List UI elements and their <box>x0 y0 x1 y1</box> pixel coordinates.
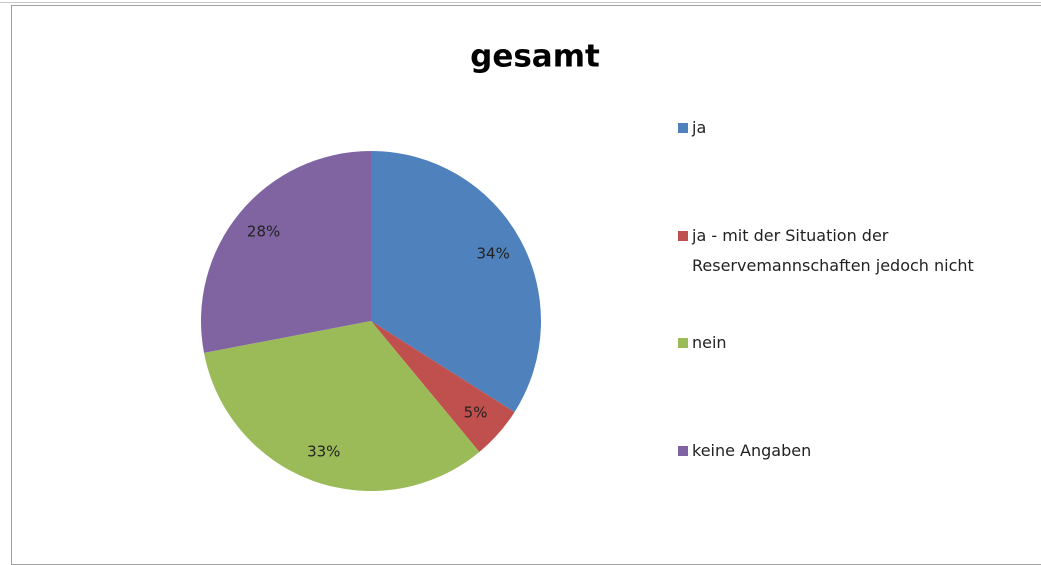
pie-slice <box>204 321 480 492</box>
legend-label: ja <box>692 118 707 137</box>
data-label: 33% <box>307 443 340 461</box>
chart: gesamt 34% 5% 33% 28% <box>201 39 600 492</box>
legend-item: keine Angaben <box>678 436 1023 466</box>
legend-swatch <box>678 446 688 456</box>
legend-item: nein <box>678 328 1023 358</box>
legend-label: keine Angaben <box>692 441 812 460</box>
data-label: 5% <box>464 404 488 422</box>
frame-line <box>0 2 1041 3</box>
legend-swatch <box>678 123 688 133</box>
pie-slice <box>371 151 541 413</box>
legend-label: ja - mit der Situation der Reservemannsc… <box>692 226 974 275</box>
legend-label: nein <box>692 333 727 352</box>
chart-title: gesamt <box>470 39 600 75</box>
pie-slice <box>201 151 371 353</box>
legend-swatch <box>678 338 688 348</box>
legend-item: ja <box>678 113 1023 143</box>
legend-item: ja - mit der Situation der Reservemannsc… <box>678 221 1023 281</box>
data-label: 28% <box>247 223 280 241</box>
legend-swatch <box>678 231 688 241</box>
data-label: 34% <box>476 244 509 262</box>
pie-slice <box>371 321 515 452</box>
